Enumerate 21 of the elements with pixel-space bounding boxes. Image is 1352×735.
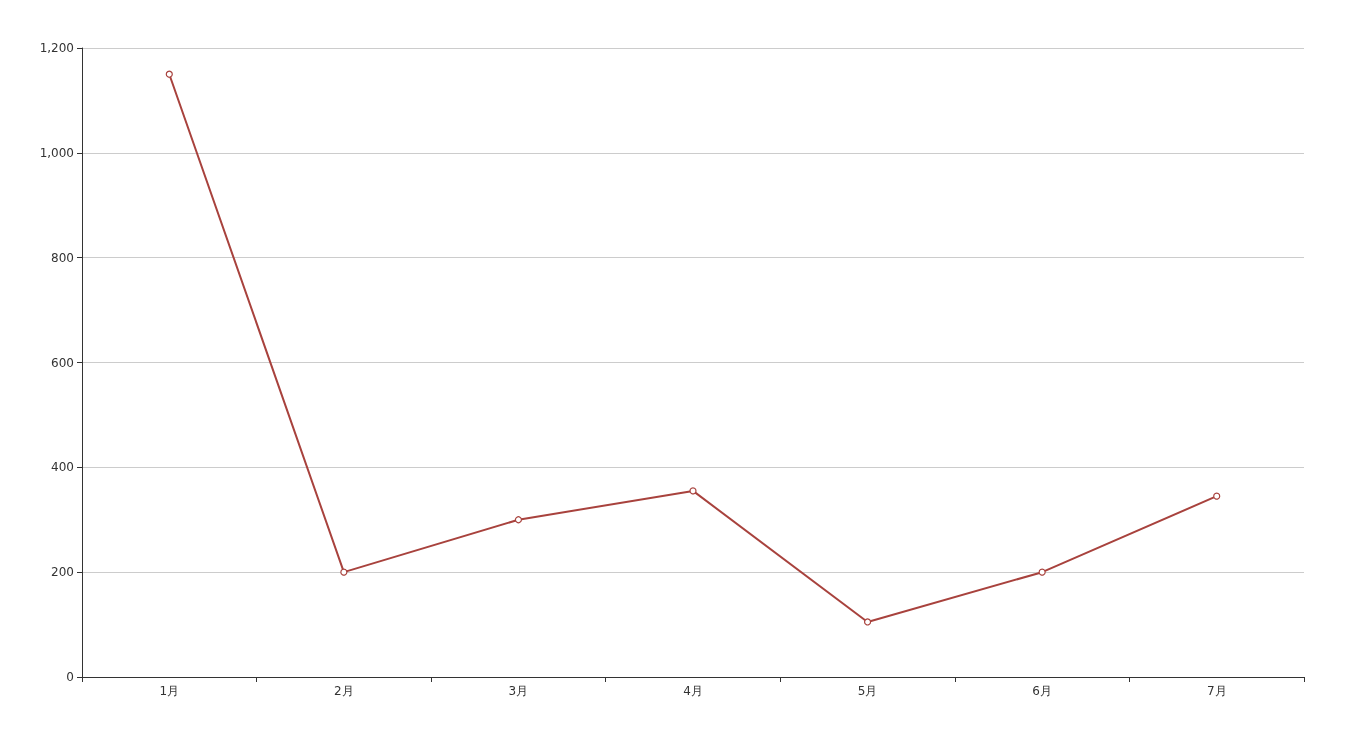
point xyxy=(689,487,697,495)
y-tick-label: 1,000 xyxy=(39,145,74,160)
point xyxy=(165,70,173,78)
y-tick-label: 0 xyxy=(66,670,74,684)
y-tick-label: 800 xyxy=(51,250,74,265)
point xyxy=(340,568,348,576)
x-tick-label: 4月 xyxy=(683,684,703,698)
point xyxy=(1038,568,1046,576)
point xyxy=(863,618,872,626)
point xyxy=(1213,492,1221,500)
y-tick-label: 200 xyxy=(51,565,74,580)
x-tick-label: 6月 xyxy=(1032,684,1052,698)
x-tick-label: 7月 xyxy=(1206,684,1227,698)
y-tick-label: 1,200 xyxy=(39,41,74,55)
x-tick-label: 3月 xyxy=(508,684,529,698)
y-tick-label: 400 xyxy=(51,460,74,475)
x-tick-label: 5月 xyxy=(857,684,878,698)
x-tick-label: 2月 xyxy=(334,684,354,698)
point xyxy=(514,516,523,524)
y-tick-label: 600 xyxy=(51,355,74,370)
x-tick-label: 1月 xyxy=(159,684,180,698)
